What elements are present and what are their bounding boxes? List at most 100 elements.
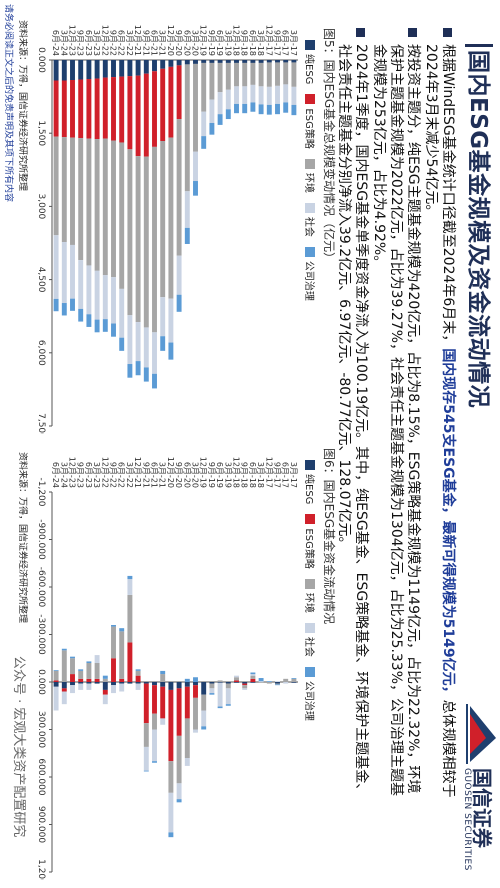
y-category-label: 3月-24 bbox=[59, 462, 68, 488]
bar-segment bbox=[217, 60, 223, 63]
bar-segment bbox=[242, 685, 248, 689]
bar-segment bbox=[160, 670, 166, 675]
bar-segment bbox=[176, 255, 182, 295]
y-category-label: 12月-21 bbox=[133, 457, 142, 488]
y-category-label: 12月-23 bbox=[68, 25, 77, 56]
bar-segment bbox=[291, 678, 297, 679]
bar-segment bbox=[258, 62, 264, 87]
bar-segment bbox=[266, 104, 272, 115]
bar-segment bbox=[94, 682, 100, 684]
bar-segment bbox=[242, 62, 248, 87]
bar-segment bbox=[176, 65, 182, 120]
bar-segment bbox=[201, 62, 207, 112]
bar-segment bbox=[275, 684, 280, 686]
x-tick-label: 1,200 bbox=[36, 859, 46, 880]
bar-segment bbox=[135, 675, 141, 683]
legend-item: 社会 bbox=[303, 622, 318, 657]
bar-segment bbox=[160, 141, 166, 298]
bar-segment bbox=[94, 655, 100, 663]
chart1-legend: 纯ESG ESG策略 环境 社会 公司治理 bbox=[303, 40, 318, 301]
y-category-label: 3月-20 bbox=[191, 462, 200, 488]
bar-segment bbox=[160, 682, 166, 687]
bar-segment bbox=[242, 683, 248, 686]
legend-swatch bbox=[305, 94, 316, 105]
bar-segment bbox=[152, 729, 157, 762]
bar-segment bbox=[102, 60, 108, 78]
bar-segment bbox=[160, 336, 166, 351]
bar-segment bbox=[70, 674, 75, 682]
legend-swatch bbox=[305, 622, 316, 633]
bar-segment bbox=[225, 683, 231, 689]
bar-segment bbox=[160, 60, 166, 69]
bar-segment bbox=[61, 688, 67, 692]
bar-segment bbox=[152, 682, 157, 686]
y-category-label: 3月-21 bbox=[158, 30, 167, 56]
x-tick-label: 7,500 bbox=[36, 413, 46, 434]
bar-segment bbox=[111, 685, 116, 694]
bar-segment bbox=[168, 60, 174, 67]
bar-segment bbox=[53, 670, 59, 671]
bar-segment bbox=[94, 60, 100, 79]
bar-segment bbox=[127, 642, 133, 683]
y-category-label: 12月-20 bbox=[166, 457, 175, 488]
disclaimer: 请务必阅读正文之后的免责声明及其项下所有内容 bbox=[3, 4, 13, 203]
bar-segment bbox=[217, 682, 223, 707]
bar-segment bbox=[184, 758, 190, 766]
page-title: 国内ESG基金规模及资金流动情况 bbox=[465, 50, 491, 409]
bar-segment bbox=[78, 683, 84, 690]
bar-segment bbox=[275, 683, 280, 685]
bar-segment bbox=[111, 60, 116, 78]
y-category-label: 12月-18 bbox=[232, 25, 241, 56]
legend-swatch bbox=[305, 202, 316, 213]
bar-segment bbox=[86, 314, 92, 327]
y-category-label: 6月-22 bbox=[117, 462, 126, 488]
bar-segment bbox=[168, 298, 174, 343]
x-tick-label: 6,000 bbox=[36, 340, 46, 366]
y-category-label: 9月-21 bbox=[141, 30, 150, 56]
bar-segment bbox=[86, 661, 92, 664]
bar-segment bbox=[111, 77, 116, 141]
bar-segment bbox=[86, 138, 92, 266]
bar-segment bbox=[168, 66, 174, 138]
bar-segment bbox=[78, 308, 84, 322]
x-tick-label: -1,200 bbox=[36, 477, 46, 506]
bar-segment bbox=[135, 60, 141, 76]
bar-segment bbox=[111, 682, 116, 686]
bullet-item: 按投资主题分，纯ESG主题基金规模为420亿元，占比为8.15%，ESG策略基金… bbox=[370, 28, 421, 798]
bar-segment bbox=[135, 75, 141, 157]
bar-segment bbox=[143, 73, 149, 157]
bar-segment bbox=[217, 114, 223, 125]
bar-segment bbox=[86, 79, 92, 139]
bar-segment bbox=[283, 678, 289, 682]
bar-segment bbox=[201, 136, 207, 149]
bullet-list: 根据WindESG基金统计口径截至2024年6月末，国内现存545支ESG基金，… bbox=[334, 28, 456, 798]
bar-segment bbox=[127, 594, 133, 643]
y-category-label: 3月-19 bbox=[223, 462, 232, 488]
bar-segment bbox=[184, 227, 190, 244]
y-category-label: 6月-17 bbox=[281, 462, 290, 488]
bar-segment bbox=[61, 691, 67, 705]
bar-segment bbox=[250, 674, 256, 676]
y-category-label: 9月-21 bbox=[141, 462, 150, 488]
bar-segment bbox=[160, 686, 166, 719]
y-category-label: 3月-22 bbox=[125, 30, 134, 56]
bullet-item: 2024年1季度，国内ESG基金单季度资金净流入为100.19亿元。其中，纯ES… bbox=[335, 28, 369, 798]
bar-segment bbox=[127, 76, 133, 150]
bar-segment bbox=[70, 658, 75, 675]
y-category-label: 6月-24 bbox=[51, 30, 60, 56]
bar-segment bbox=[111, 277, 116, 324]
bar-segment bbox=[225, 109, 231, 120]
bar-segment bbox=[176, 799, 182, 803]
bar-segment bbox=[258, 86, 264, 105]
bar-segment bbox=[201, 682, 207, 695]
y-category-label: 12月-20 bbox=[166, 25, 175, 56]
bar-segment bbox=[111, 625, 116, 627]
bar-segment bbox=[86, 678, 92, 682]
bar-segment bbox=[78, 79, 84, 139]
bar-segment bbox=[119, 631, 125, 679]
bar-segment bbox=[102, 275, 108, 320]
y-category-label: 3月-17 bbox=[289, 462, 298, 488]
bar-segment bbox=[234, 680, 239, 683]
bar-segment bbox=[176, 735, 182, 784]
